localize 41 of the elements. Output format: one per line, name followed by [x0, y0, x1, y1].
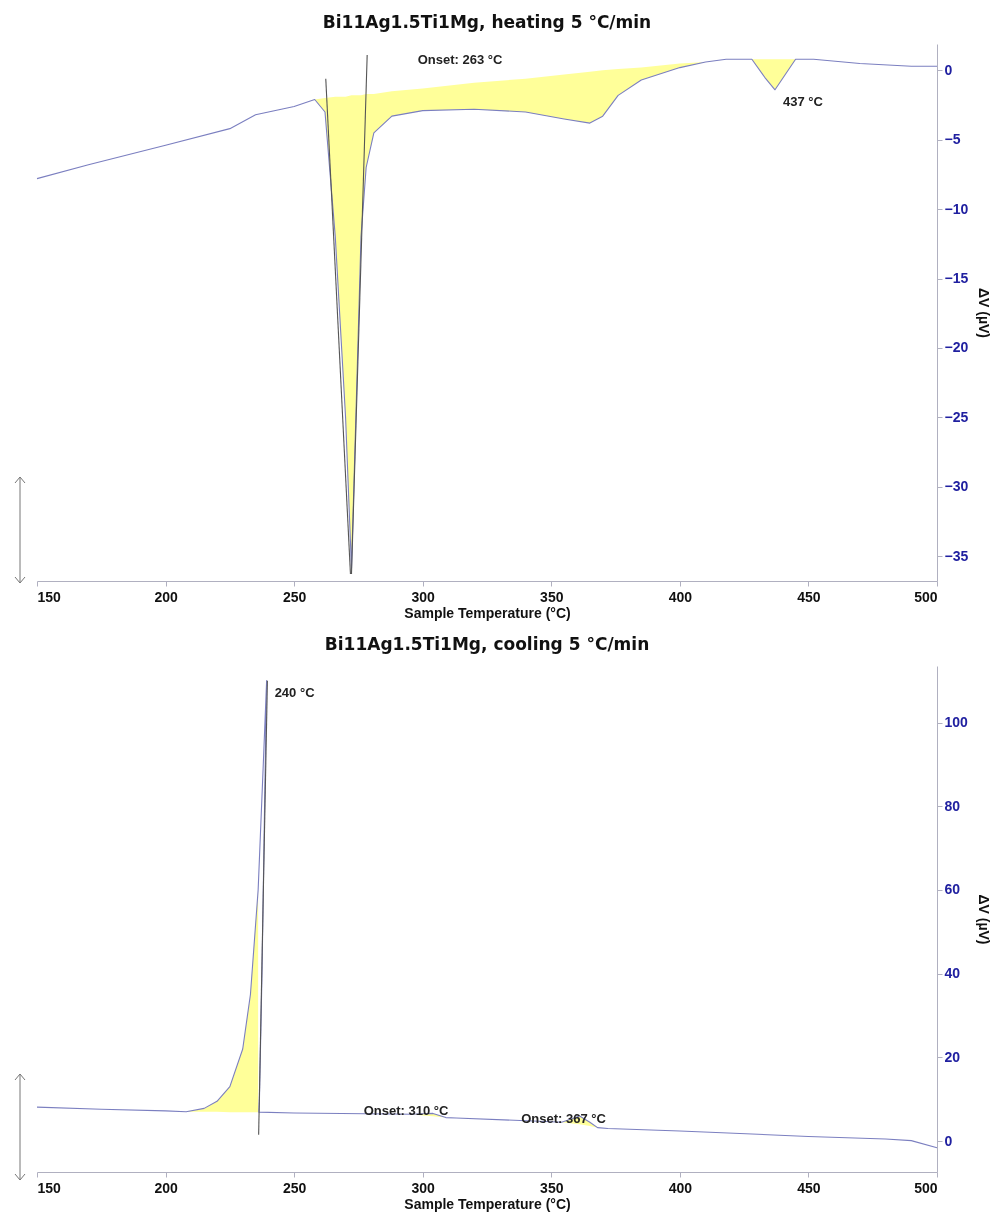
y-tick-label: 100 — [944, 714, 969, 730]
y-tick-label: 20 — [944, 1048, 961, 1065]
x-tick-label: 500 — [914, 1179, 938, 1196]
y-axis-title: ΔV (µV) — [975, 894, 992, 945]
y-tick-label: −10 — [944, 200, 969, 217]
y-tick-label: −20 — [944, 339, 969, 356]
annotation: Onset: 367 °C — [521, 1110, 607, 1126]
y-tick-label: 0 — [944, 1132, 953, 1149]
x-tick-label: 450 — [797, 588, 821, 605]
x-tick-label: 350 — [540, 588, 564, 605]
annotation: 240 °C — [274, 684, 316, 700]
y-tick-label: 80 — [944, 797, 961, 814]
y-tick-label: 0 — [944, 61, 953, 78]
y-tick-label: −30 — [944, 478, 969, 495]
y-tick-label: −25 — [944, 408, 969, 425]
x-tick-label: 400 — [668, 588, 693, 605]
annotation: Onset: 310 °C — [363, 1103, 449, 1119]
x-tick-label: 300 — [411, 588, 436, 605]
y-tick-label: 40 — [944, 965, 961, 982]
chart-title: Bi11Ag1.5Ti1Mg, cooling 5 °C/min — [324, 634, 650, 654]
x-tick-label: 300 — [411, 1179, 436, 1196]
y-tick-label: −35 — [944, 547, 969, 564]
x-tick-label: 200 — [154, 1179, 178, 1196]
x-tick-label: 350 — [540, 1179, 564, 1196]
annotation: Onset: 263 °C — [417, 52, 503, 68]
x-tick-label: 450 — [797, 1179, 821, 1196]
y-tick-label: −5 — [944, 131, 961, 148]
x-tick-label: 200 — [154, 588, 178, 605]
x-tick-label: 400 — [668, 1179, 693, 1196]
x-tick-label: 250 — [282, 1179, 307, 1196]
x-tick-label: 250 — [282, 588, 307, 605]
x-tick-label: 150 — [37, 1179, 62, 1196]
y-tick-label: −15 — [944, 270, 969, 286]
x-tick-label: 500 — [914, 588, 938, 605]
annotation: 437 °C — [783, 93, 824, 109]
y-axis-title: ΔV (µV) — [976, 287, 993, 339]
y-tick-label: 60 — [944, 881, 961, 898]
x-tick-label: 150 — [37, 588, 62, 605]
x-axis-title: Sample Temperature (°C) — [404, 604, 571, 621]
chart-title: Bi11Ag1.5Ti1Mg, heating 5 °C/min — [322, 12, 652, 32]
x-axis-title: Sample Temperature (°C) — [404, 1195, 571, 1212]
